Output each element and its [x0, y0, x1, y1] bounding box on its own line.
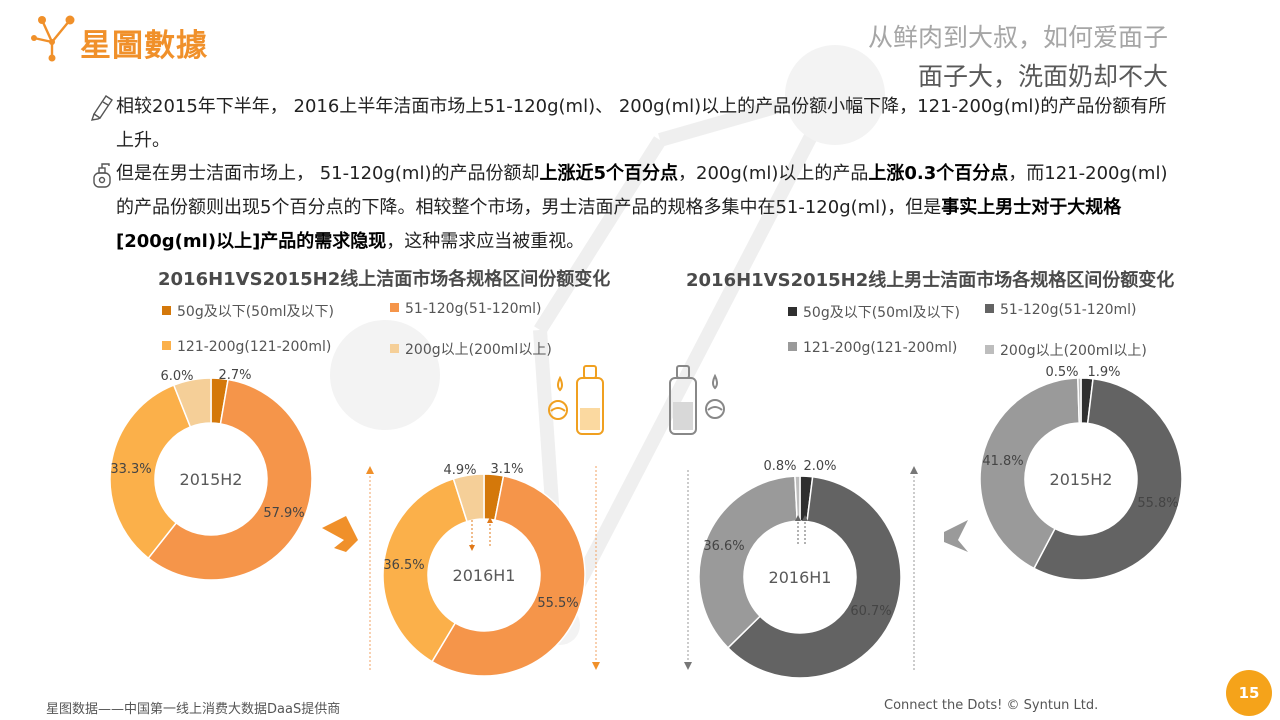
donut-slice-3 [452, 473, 485, 523]
legend-label: 51-120g(51-120ml) [1000, 302, 1137, 318]
page-number-badge: 15 [1226, 670, 1272, 716]
legend-item-men-121-200g: 121-200g(121-200ml) [788, 340, 957, 356]
data-label: 60.7% [850, 604, 891, 619]
data-label: 57.9% [263, 506, 304, 521]
legend-label: 51-120g(51-120ml) [405, 301, 542, 317]
footer-tagline: 星图数据——中国第一线上消费大数据DaaS提供商 [46, 702, 341, 717]
bullet-1-text: 相较2015年下半年， 2016上半年洁面市场上51-120g(ml)、 200… [90, 90, 1180, 158]
emphasis-text: 上涨0.3个百分点 [868, 163, 1009, 184]
donut-slice-1 [1033, 377, 1183, 581]
arrow-head-up [910, 466, 918, 474]
insight-bullet-2: 但是在男士洁面市场上， 51-120g(ml)的产品份额却上涨近5个百分点，20… [90, 157, 1180, 259]
data-label: 2.0% [803, 459, 836, 474]
donut-men-2016H1: 2.0% 60.7% 36.6% 0.8% 2016H1 [698, 459, 902, 679]
data-label: 0.5% [1045, 365, 1078, 380]
footer-copyright: Connect the Dots! © Syntun Ltd. [884, 698, 1099, 713]
donut-center-label: 2016H1 [769, 568, 832, 587]
donut-all-2016H1: 3.1% 55.5% 36.5% 4.9% 2016H1 [382, 462, 586, 677]
donut-slice-3 [172, 377, 212, 428]
arrow-head-up [366, 466, 374, 474]
logo-dots-icon [31, 15, 75, 62]
emphasis-text: 上涨近5个百分点 [539, 163, 679, 184]
data-label: 0.8% [763, 459, 796, 474]
legend-item-all-121-200g: 121-200g(121-200ml) [162, 339, 331, 355]
legend-label: 50g及以下(50ml及以下) [177, 304, 334, 320]
data-label: 55.5% [537, 596, 578, 611]
donut-slice-2 [698, 475, 798, 649]
legend-item-men-51-120g: 51-120g(51-120ml) [985, 302, 1137, 318]
data-label: 1.9% [1087, 365, 1120, 380]
legend-label: 121-200g(121-200ml) [803, 340, 958, 356]
orange-bottle-icon [548, 365, 604, 435]
body-text: ，200g(ml)以上的产品 [678, 163, 869, 184]
donut-center-label: 2016H1 [453, 566, 516, 585]
chart-title-men-market: 2016H1VS2015H2线上男士洁面市场各规格区间份额变化 [686, 270, 1175, 291]
bullet-2-text: 但是在男士洁面市场上， 51-120g(ml)的产品份额却上涨近5个百分点，20… [90, 157, 1180, 259]
legend-label: 50g及以下(50ml及以下) [803, 305, 960, 321]
insight-bullet-1: 相较2015年下半年， 2016上半年洁面市场上51-120g(ml)、 200… [90, 90, 1180, 158]
legend-swatch [390, 303, 399, 312]
arrow-head-down [592, 662, 600, 670]
small-indicator-arrows-orange [471, 520, 491, 548]
body-text: 但是在男士洁面市场上， 51-120g(ml)的产品份额却 [116, 163, 540, 184]
data-label: 6.0% [160, 369, 193, 384]
chevron-right-icon [322, 516, 358, 552]
legend-swatch [788, 307, 797, 316]
donut-slice-1 [147, 378, 313, 581]
data-label: 33.3% [110, 462, 151, 477]
data-label: 55.8% [1137, 496, 1178, 511]
page-subtitle-bottom: 面子大，洗面奶却不大 [917, 62, 1168, 91]
donut-center-label: 2015H2 [180, 470, 243, 489]
legend-item-all-200g-plus: 200g以上(200ml以上) [390, 339, 552, 359]
chart-title-all-market: 2016H1VS2015H2线上洁面市场各规格区间份额变化 [158, 269, 611, 290]
pump-bottle-icon [93, 163, 111, 188]
logo-text: 星圖數據 [80, 28, 208, 64]
data-label: 36.6% [703, 539, 744, 554]
donut-slice-2 [382, 477, 468, 663]
legend-swatch [985, 304, 994, 313]
body-text: ，这种需求应当被重视。 [386, 231, 585, 252]
legend-label: 200g以上(200ml以上) [405, 342, 552, 358]
gray-bottle-icon [669, 365, 725, 435]
donut-slice-1 [431, 475, 586, 677]
legend-swatch [162, 341, 171, 350]
legend-item-men-50g: 50g及以下(50ml及以下) [788, 302, 960, 322]
legend-item-all-51-120g: 51-120g(51-120ml) [390, 301, 542, 317]
tube-icon [90, 95, 113, 121]
body-text: ，而121-200g(ml)的产品份额则出现5个百分点的下降。相较整个市场，男士… [116, 163, 1168, 218]
data-label: 4.9% [443, 463, 476, 478]
data-label: 41.8% [982, 454, 1023, 469]
page-subtitle-top: 从鲜肉到大叔，如何爱面子 [867, 23, 1168, 52]
donut-all-2015H2: 2.7% 57.9% 33.3% 6.0% 2015H2 [109, 368, 313, 581]
brand-logo: 星圖數據 [30, 12, 230, 64]
donut-slice-2 [979, 377, 1081, 570]
data-label: 36.5% [383, 558, 424, 573]
data-label: 2.7% [218, 368, 251, 383]
legend-label: 200g以上(200ml以上) [1000, 343, 1147, 359]
legend-swatch [162, 306, 171, 315]
data-label: 3.1% [490, 462, 523, 477]
legend-swatch [788, 342, 797, 351]
donut-slice-3 [1077, 377, 1082, 424]
legend-swatch [390, 344, 399, 353]
legend-swatch [985, 345, 994, 354]
chevron-left-icon [944, 520, 968, 552]
donut-slice-1 [726, 475, 902, 679]
legend-label: 121-200g(121-200ml) [177, 339, 332, 355]
donut-men-2015H2: 1.9% 55.8% 41.8% 0.5% 2015H2 [979, 365, 1183, 581]
legend-item-all-50g: 50g及以下(50ml及以下) [162, 301, 334, 321]
donut-slice-2 [109, 384, 192, 560]
small-indicator-arrows-gray [797, 518, 806, 546]
arrow-head-down [684, 662, 692, 670]
donut-center-label: 2015H2 [1050, 470, 1113, 489]
body-text: 相较2015年下半年， 2016上半年洁面市场上51-120g(ml)、 200… [116, 96, 1167, 151]
emphasis-text: 事实上男士对于大规格[200g(ml)以上]产品的需求隐现 [116, 197, 1122, 252]
legend-item-men-200g-plus: 200g以上(200ml以上) [985, 340, 1147, 360]
